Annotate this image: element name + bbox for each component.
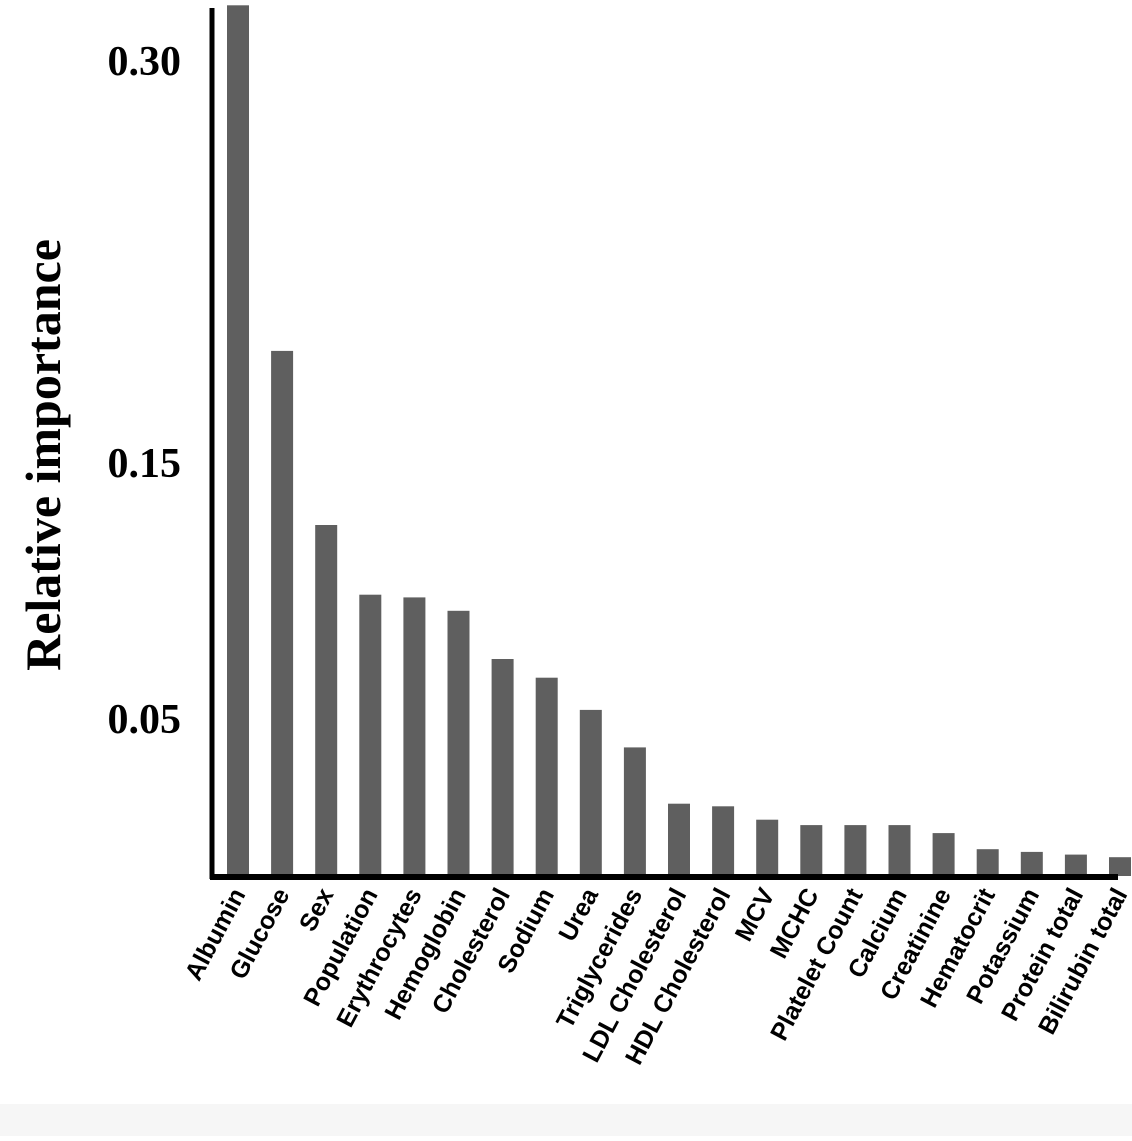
y-tick-label: 0.15 [108,441,182,487]
bar-population [359,594,382,876]
bottom-margin-strip [0,1104,1132,1136]
bar-cholesterol [491,659,514,876]
bar-hematocrit [976,849,999,876]
x-tick-labels: AlbuminGlucoseSexPopulationErythrocytesH… [180,883,1132,1070]
bar-hdl-cholesterol [712,806,735,876]
bar-platelet-count [844,825,867,876]
bar-urea [579,709,602,876]
bar-ldl-cholesterol [668,803,690,876]
bar-potassium [1020,851,1043,876]
bar-sodium [535,677,558,876]
y-tick-labels: 0.05 0.15 0.30 [108,39,182,743]
bar-erythrocytes [403,597,426,876]
bar-calcium [888,825,911,876]
bar-mchc [800,825,823,876]
bar-protein-total [1064,854,1087,876]
bar-creatinine [932,833,955,876]
bars-group [227,5,1131,877]
bar-albumin [227,5,249,877]
bar-hemoglobin [447,610,470,876]
y-tick-label: 0.05 [108,697,182,743]
bar-mcv [756,819,779,876]
y-axis-label: Relative importance [15,239,71,671]
bar-glucose [271,350,294,876]
bar-triglycerides [623,747,646,876]
bar-sex [315,525,338,876]
x-tick-label: Sex [294,884,340,937]
y-tick-label: 0.30 [108,39,182,85]
bar-bilirubin-total [1109,857,1131,876]
